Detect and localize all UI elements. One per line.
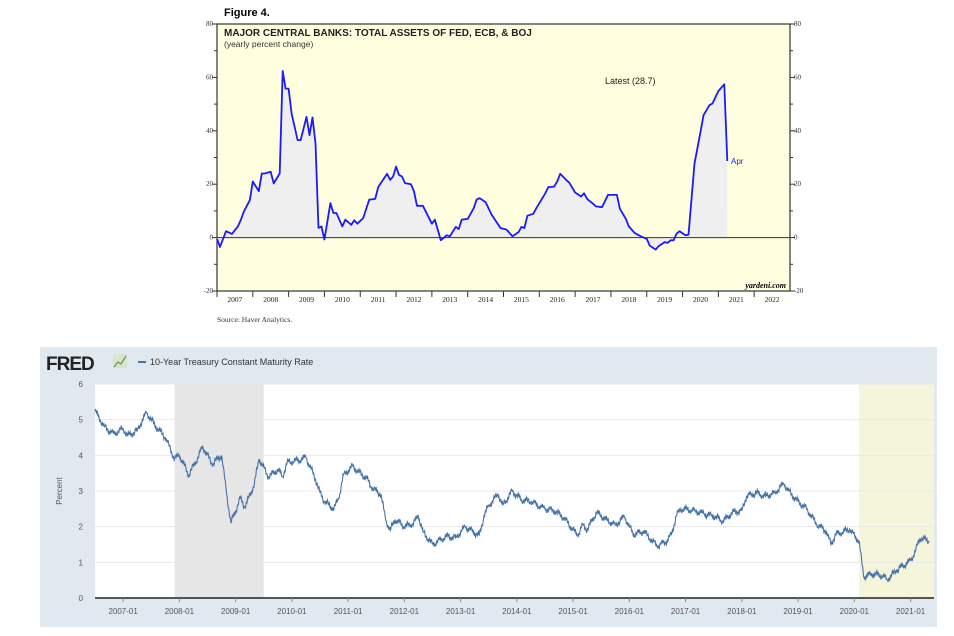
y-tick-label-left: 60: [206, 73, 214, 81]
x-tick-label: 2008: [263, 295, 278, 304]
y-tick-label-left: 20: [206, 180, 214, 188]
x-tick-label: 2021-01: [896, 607, 926, 616]
plot-background: [95, 384, 934, 598]
x-tick-label: 2019-01: [783, 607, 813, 616]
x-tick-label: 2017-01: [671, 607, 701, 616]
y-tick-label-right: 60: [794, 73, 802, 81]
y-tick-label-left: -20: [204, 287, 214, 295]
y-tick-label: 1: [79, 558, 84, 567]
x-tick-label: 2018-01: [727, 607, 757, 616]
x-tick-label: 2011: [371, 295, 386, 304]
y-tick-label: 3: [79, 487, 84, 496]
legend-label: 10-Year Treasury Constant Maturity Rate: [150, 357, 313, 367]
y-tick-label: 6: [79, 380, 84, 389]
x-tick-label: 2016: [550, 295, 565, 304]
x-tick-label: 2009: [299, 295, 314, 304]
x-tick-label: 2013-01: [446, 607, 476, 616]
y-tick-label-right: -20: [794, 287, 804, 295]
x-tick-label: 2020: [693, 295, 708, 304]
x-tick-label: 2014: [478, 295, 493, 304]
latest-annotation: Latest (28.7): [605, 76, 656, 86]
y-axis-label: Percent: [55, 476, 64, 504]
y-tick-label-left: 40: [206, 127, 214, 135]
end-annotation: Apr: [731, 157, 744, 166]
x-tick-label: 2014-01: [502, 607, 532, 616]
recession-band: [174, 384, 264, 598]
x-tick-label: 2010: [335, 295, 350, 304]
x-tick-label: 2008-01: [165, 607, 195, 616]
y-tick-label: 5: [79, 416, 84, 425]
y-tick-label: 0: [79, 594, 84, 603]
x-tick-label: 2016-01: [615, 607, 645, 616]
x-tick-label: 2015-01: [558, 607, 588, 616]
x-tick-label: 2020-01: [840, 607, 870, 616]
area-fill: [217, 71, 728, 250]
y-tick-label-right: 80: [794, 20, 802, 28]
chart-title: MAJOR CENTRAL BANKS: TOTAL ASSETS OF FED…: [224, 28, 532, 39]
x-tick-label: 2007-01: [108, 607, 138, 616]
x-tick-label: 2015: [514, 295, 529, 304]
x-tick-label: 2012-01: [390, 607, 420, 616]
x-tick-label: 2017: [586, 295, 601, 304]
x-tick-label: 2009-01: [221, 607, 251, 616]
x-tick-label: 2007: [227, 295, 242, 304]
chart-frame: [40, 347, 937, 627]
source-note: Source: Haver Analytics.: [217, 315, 292, 324]
series-line: [94, 408, 930, 583]
y-tick-label-left: 80: [206, 20, 214, 28]
fred-graph-icon: [113, 354, 127, 368]
y-tick-label-left: 0: [210, 234, 214, 242]
recession-band: [859, 384, 934, 598]
y-tick-label-right: 40: [794, 127, 802, 135]
y-tick-label: 2: [79, 523, 84, 532]
chart-subtitle: (yearly percent change): [224, 39, 313, 49]
watermark: yardeni.com: [744, 281, 786, 290]
x-tick-label: 2018: [621, 295, 636, 304]
x-tick-label: 2012: [406, 295, 421, 304]
y-tick-label: 4: [79, 451, 84, 460]
x-tick-label: 2019: [657, 295, 672, 304]
x-tick-label: 2021: [729, 295, 744, 304]
y-tick-label-right: 20: [794, 180, 802, 188]
y-tick-label-right: 0: [794, 234, 798, 242]
figure-label: Figure 4.: [224, 7, 270, 19]
fred-logo: FRED: [46, 354, 94, 375]
x-tick-label: 2013: [442, 295, 457, 304]
x-tick-label: 2022: [765, 295, 780, 304]
x-tick-label: 2011-01: [334, 607, 363, 616]
x-tick-label: 2010-01: [277, 607, 307, 616]
